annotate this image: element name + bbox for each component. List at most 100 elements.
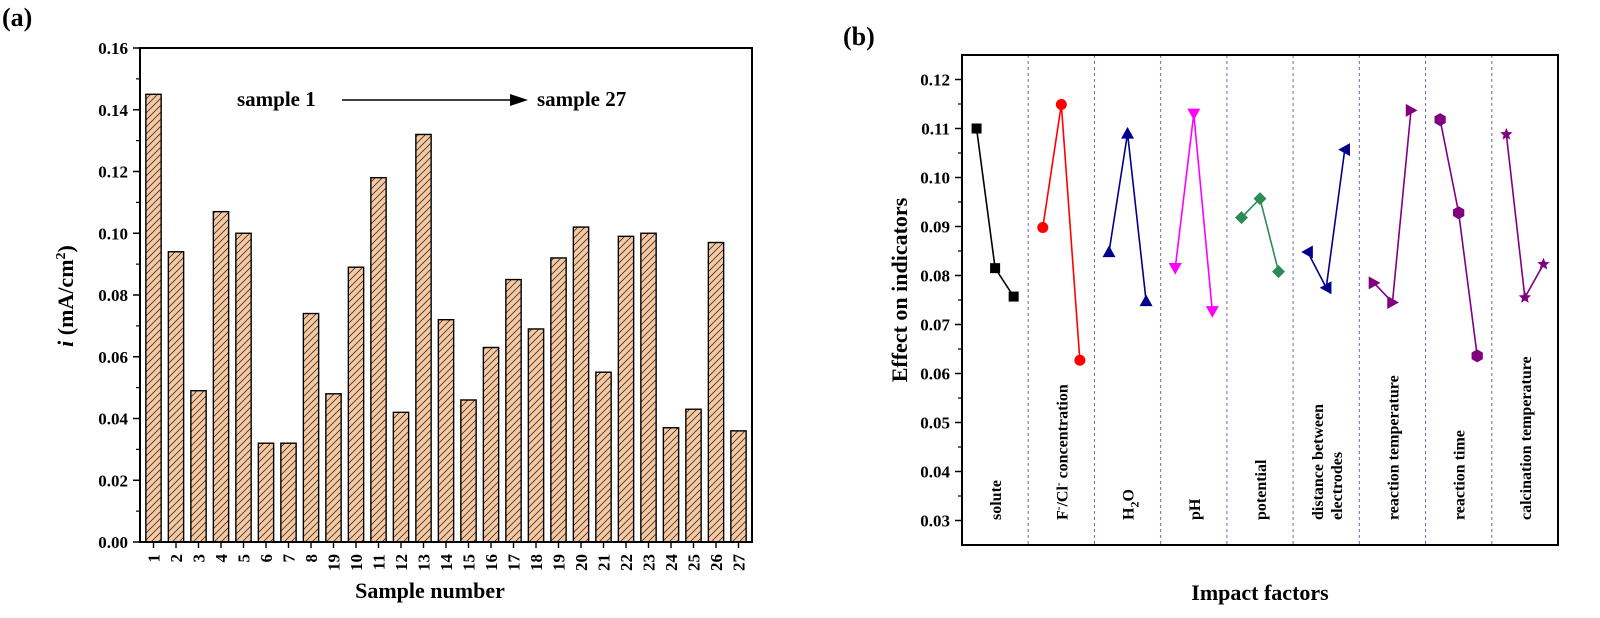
x-tick-label: 21: [595, 554, 614, 571]
data-point: [1102, 245, 1116, 258]
factor-label: F-/Cl- concentration: [1052, 384, 1071, 520]
bar: [685, 408, 702, 543]
y-tick-label: 0.00: [98, 533, 128, 552]
data-point: [1205, 306, 1219, 318]
bar: [707, 241, 725, 543]
bar: [257, 442, 275, 543]
factor-label-part: 2: [1128, 502, 1142, 508]
bar: [325, 393, 342, 543]
bar: [550, 257, 567, 543]
x-tick-label: 4: [212, 554, 231, 563]
series-line: [1240, 196, 1280, 272]
factor-series: [1234, 192, 1286, 279]
bar: [617, 235, 635, 543]
factor-series: [1301, 143, 1350, 295]
x-tick-label: 11: [370, 554, 389, 570]
annotation-start-label: sample 1: [237, 87, 316, 111]
x-tick-label: 8: [302, 554, 321, 563]
data-point: [1471, 349, 1483, 363]
x-tick-label: 25: [685, 554, 704, 571]
factor-label: reaction temperature: [1385, 375, 1402, 520]
series-line: [1306, 149, 1346, 291]
y-tick-label: 0.10: [920, 169, 950, 188]
series-line: [1505, 134, 1545, 301]
y-axis-unit-exponent: 2: [54, 252, 69, 259]
bar: [235, 232, 252, 543]
bar: [572, 226, 590, 543]
data-point: [1187, 108, 1201, 121]
data-point: [1168, 262, 1182, 275]
panel-b-x-axis-title: Impact factors: [1191, 580, 1329, 605]
bar: [302, 312, 320, 543]
y-tick-label: 0.08: [98, 286, 128, 305]
panel-b: (b) 0.03 0.04 0.05 0.06 0.07 0.08 0.09 0.10 0.11…: [843, 22, 1559, 605]
panel-b-series: [971, 98, 1550, 366]
factor-label: H2O: [1121, 489, 1142, 520]
x-tick-label: 16: [482, 554, 501, 571]
factor-label-part: /Cl: [1054, 486, 1071, 508]
bar: [280, 442, 297, 543]
series-line: [1439, 119, 1479, 356]
bar: [640, 232, 657, 543]
factor-label-part: F: [1054, 510, 1071, 520]
x-tick-label: 5: [235, 554, 254, 563]
y-tick-label: 0.11: [921, 120, 950, 139]
x-tick-label: 12: [392, 554, 411, 571]
y-tick-label: 0.09: [920, 218, 950, 237]
x-tick-label: 27: [730, 554, 749, 572]
bar: [392, 411, 410, 543]
x-tick-label: 19: [325, 554, 344, 571]
factor-label-part: -: [1052, 506, 1064, 510]
data-point: [1405, 103, 1418, 117]
factor-label: potential: [1253, 459, 1270, 520]
data-point: [1387, 295, 1399, 309]
factor-series: [1434, 113, 1483, 363]
bar: [212, 210, 230, 543]
bar: [482, 346, 500, 543]
panel-b-label: (b): [843, 22, 875, 51]
y-tick-label: 0.14: [98, 101, 128, 120]
factor-series: [1168, 108, 1219, 318]
y-tick-label: 0.05: [920, 414, 950, 433]
x-tick-label: 13: [415, 554, 434, 571]
x-tick-label: 20: [572, 554, 591, 571]
bar: [347, 266, 365, 543]
x-tick-label: 23: [640, 554, 659, 571]
bar: [730, 430, 747, 543]
panel-a-bars: [145, 93, 747, 543]
x-tick-label: 10: [347, 554, 366, 571]
y-tick-label: 0.16: [98, 39, 128, 58]
factor-label-part: concentration: [1054, 384, 1071, 482]
factor-label: electrodes: [1329, 452, 1346, 520]
panel-b-y-axis-title: Effect on indicators: [887, 197, 912, 382]
sample-arrow-annotation: sample 1 sample 27: [237, 87, 626, 111]
data-point: [1338, 143, 1350, 157]
factor-label: distance between: [1310, 404, 1327, 520]
y-axis-unit-close: ): [53, 245, 78, 252]
data-point: [971, 123, 982, 134]
bar: [370, 176, 387, 543]
series-line: [1108, 133, 1147, 302]
data-point: [990, 263, 1001, 274]
annotation-arrow-head: [510, 94, 528, 106]
factor-label-part: -: [1052, 482, 1064, 486]
x-tick-label: 3: [190, 554, 209, 563]
x-tick-label: 17: [505, 554, 524, 572]
panel-b-separators: [1027, 55, 1493, 545]
annotation-end-label: sample 27: [537, 87, 626, 111]
y-tick-label: 0.03: [920, 512, 950, 531]
data-point: [1453, 206, 1465, 220]
bar: [415, 133, 432, 543]
panel-a-x-axis-title: Sample number: [355, 578, 505, 603]
data-point: [1121, 126, 1135, 139]
factor-label: calcination temperature: [1518, 356, 1535, 520]
series-line: [1174, 113, 1214, 312]
y-tick-label: 0.07: [920, 316, 950, 335]
data-point: [1037, 221, 1049, 233]
bar: [437, 319, 455, 543]
y-tick-label: 0.04: [920, 463, 950, 482]
x-tick-label: 2: [167, 554, 186, 563]
y-tick-label: 0.10: [98, 224, 128, 243]
data-point: [1272, 265, 1286, 279]
